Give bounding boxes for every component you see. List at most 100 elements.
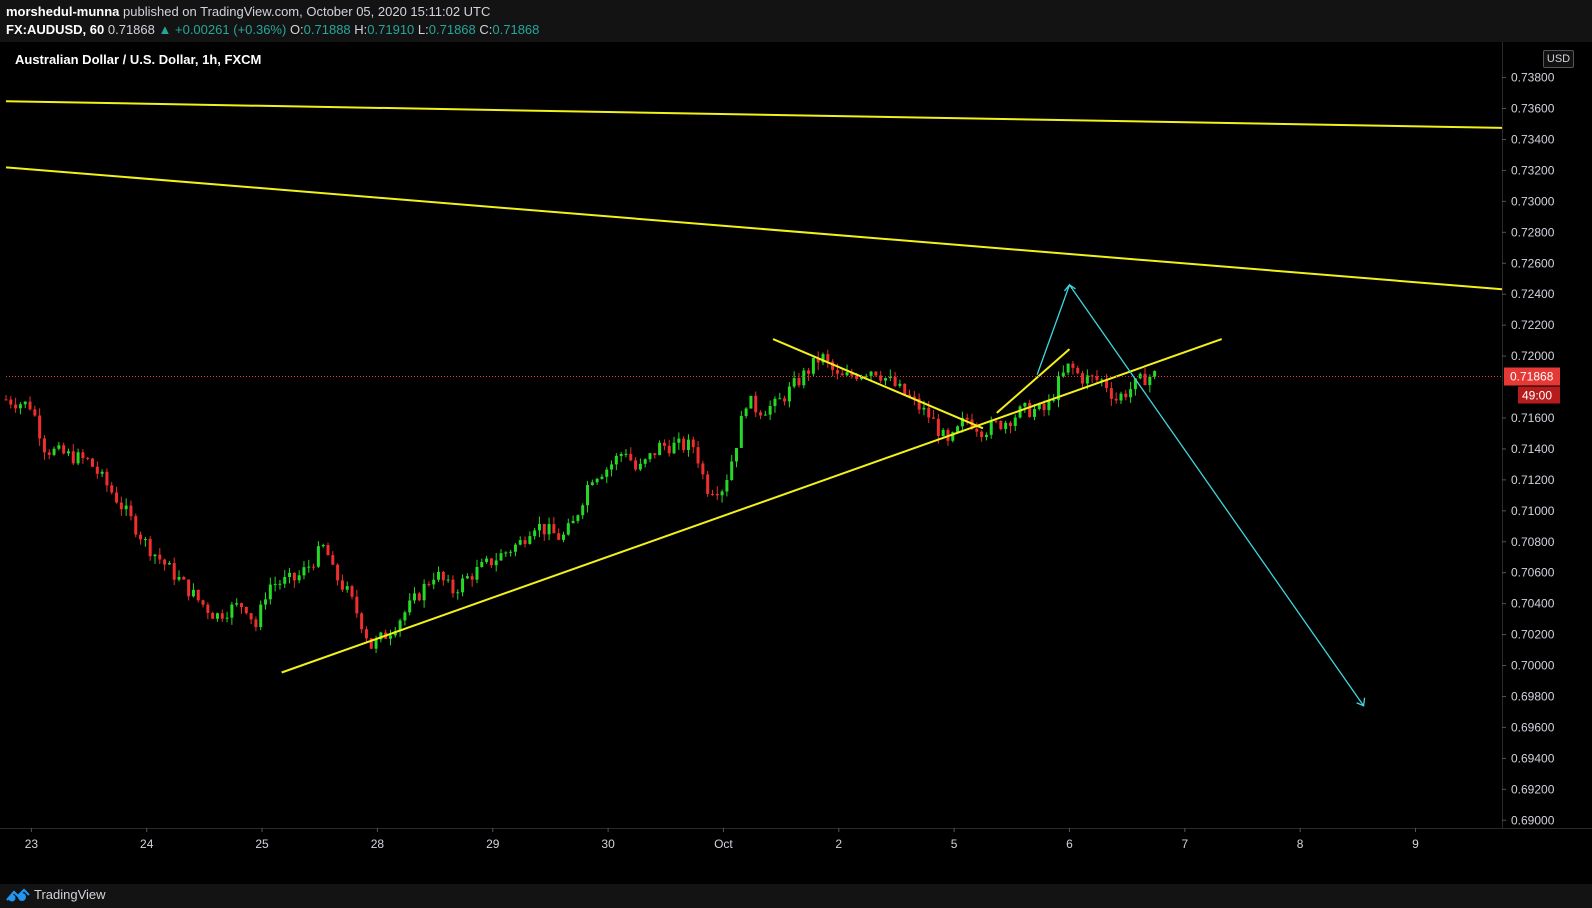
- candle-body: [965, 417, 969, 420]
- price-tick-label: 0.70600: [1511, 566, 1555, 580]
- candle-body: [225, 617, 229, 619]
- candle-body: [600, 476, 604, 479]
- candle-body: [643, 459, 647, 464]
- candle-body: [254, 619, 258, 628]
- candle-body: [355, 596, 359, 614]
- candle-body: [71, 451, 75, 464]
- candle-body: [768, 406, 772, 415]
- price-tick-label: 0.73400: [1511, 132, 1555, 146]
- candle-body: [340, 580, 344, 590]
- candle-body: [163, 559, 167, 565]
- last-price: 0.71868: [107, 22, 155, 37]
- publish-info: morshedul-munna published on TradingView…: [6, 4, 490, 19]
- candle-body: [811, 357, 815, 374]
- candle-body: [292, 572, 296, 581]
- candle-body: [451, 579, 455, 594]
- candle-body: [586, 485, 590, 506]
- candle-body: [259, 604, 263, 628]
- candle-body: [1133, 378, 1137, 390]
- candle-body: [95, 466, 99, 474]
- candle-body: [869, 371, 873, 376]
- candle-body: [509, 551, 513, 553]
- candle-body: [941, 429, 945, 436]
- candle-body: [763, 414, 767, 416]
- candle-body: [4, 399, 8, 401]
- candle-body: [989, 420, 993, 435]
- price-tick-label: 0.71600: [1511, 411, 1555, 425]
- candle-body: [211, 612, 215, 619]
- price-tick-label: 0.70800: [1511, 535, 1555, 549]
- candle-body: [336, 564, 340, 581]
- candle-body: [403, 612, 407, 621]
- candle-body: [802, 370, 806, 386]
- countdown-label: 49:00: [1522, 389, 1552, 403]
- candle-body: [1148, 376, 1152, 386]
- price-tick-label: 0.70000: [1511, 659, 1555, 673]
- candle-body: [273, 584, 277, 586]
- time-tick-label: 24: [140, 837, 154, 851]
- candle-body: [321, 545, 325, 547]
- price-chart[interactable]: 0.73800 0.73600 0.73400 0.73200 0.73000 0.728…: [0, 42, 1592, 884]
- tradingview-brand[interactable]: TradingView: [6, 887, 106, 902]
- candle-body: [1018, 406, 1022, 418]
- candle-body: [735, 447, 739, 462]
- close-label: C:: [479, 22, 493, 37]
- candle-body: [662, 442, 666, 446]
- candle-body: [312, 566, 316, 568]
- candle-body: [638, 463, 642, 470]
- price-tick-label: 0.69000: [1511, 813, 1555, 827]
- price-tick-label: 0.73000: [1511, 194, 1555, 208]
- candle-body: [691, 439, 695, 448]
- candle-body: [566, 523, 570, 535]
- candle-body: [115, 492, 119, 503]
- price-tick-label: 0.72000: [1511, 349, 1555, 363]
- candle-body: [215, 613, 219, 619]
- candle-body: [129, 505, 133, 517]
- candle-body: [999, 421, 1003, 429]
- candle-body: [778, 398, 782, 400]
- candle-body: [480, 562, 484, 567]
- candle-body: [1090, 375, 1094, 377]
- author-name[interactable]: morshedul-munna: [6, 4, 120, 19]
- open-label: O:: [289, 22, 304, 37]
- candle-body: [874, 371, 878, 376]
- currency-button[interactable]: USD: [1543, 50, 1574, 68]
- candle-body: [792, 378, 796, 387]
- chart-area[interactable]: 0.73800 0.73600 0.73400 0.73200 0.73000 0.728…: [0, 42, 1592, 884]
- candle-body: [379, 632, 383, 640]
- candle-body: [701, 463, 705, 475]
- candle-body: [533, 530, 537, 537]
- candle-body: [57, 445, 61, 449]
- candle-body: [148, 539, 152, 557]
- candle-body: [994, 420, 998, 422]
- time-tick-label: 9: [1412, 837, 1419, 851]
- candle-body: [1153, 371, 1157, 377]
- candle-body: [908, 394, 912, 397]
- trend-line: [5, 100, 1503, 129]
- candle-body: [619, 454, 623, 456]
- candle-body: [1061, 372, 1065, 377]
- candle-body: [499, 553, 503, 561]
- candle-body: [595, 478, 599, 483]
- candle-body: [177, 577, 181, 580]
- current-price-label: 0.71868: [1510, 370, 1554, 384]
- candle-body: [470, 576, 474, 580]
- candle-body: [393, 631, 397, 636]
- symbol-label[interactable]: FX:AUDUSD, 60: [6, 22, 105, 37]
- price-tick-label: 0.69800: [1511, 689, 1555, 703]
- candle-body: [1124, 393, 1128, 398]
- candle-body: [413, 593, 417, 601]
- time-tick-label: 2: [835, 837, 842, 851]
- candle-body: [206, 604, 210, 613]
- candle-body: [119, 502, 123, 510]
- price-tick-label: 0.70400: [1511, 597, 1555, 611]
- candle-body: [86, 457, 90, 459]
- candle-body: [984, 434, 988, 438]
- price-tick-label: 0.69400: [1511, 751, 1555, 765]
- candle-body: [898, 383, 902, 386]
- time-tick-label: 6: [1066, 837, 1073, 851]
- candle-body: [1057, 376, 1061, 400]
- candle-body: [268, 584, 272, 600]
- candle-body: [437, 571, 441, 580]
- candle-body: [105, 471, 109, 486]
